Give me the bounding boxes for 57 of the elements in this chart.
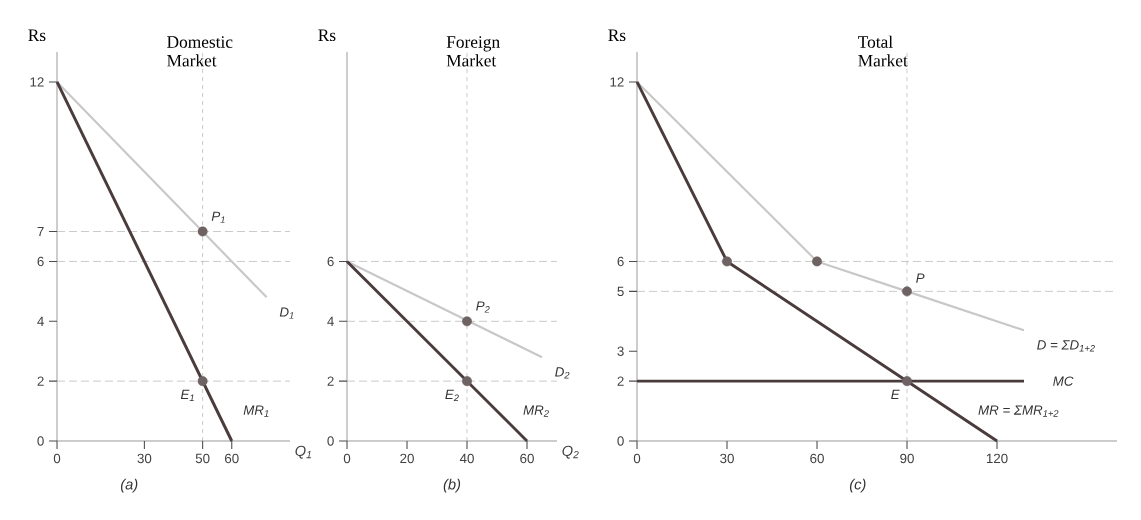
y-tick-label: 6 — [327, 256, 334, 267]
x-tick-label: 0 — [633, 453, 641, 464]
point — [812, 256, 822, 267]
x-axis-title: Q$_{1}$ — [295, 445, 311, 459]
x-tick-label: 90 — [900, 453, 914, 464]
annotation: P$_{1}$ — [211, 211, 225, 223]
x-tick-label: 30 — [137, 453, 152, 464]
text: (a) — [120, 478, 138, 493]
y-tick-label: 4 — [327, 316, 334, 326]
y-tick-label: 3 — [617, 346, 624, 356]
point — [722, 256, 732, 267]
x-axis-title: Q$_{2}$ — [562, 445, 579, 459]
annotation: E$_{2}$ — [445, 389, 459, 402]
annotation: D$_{1}$ — [279, 307, 294, 319]
y-tick-label: 12 — [610, 77, 624, 87]
x-tick-label: 60 — [810, 453, 824, 464]
x-tick-label: 120 — [986, 453, 1008, 464]
y-tick-label: 6 — [617, 256, 624, 267]
y-tick-label: 2 — [327, 376, 334, 386]
y-axis-title: Rs — [28, 29, 46, 42]
y-tick-label: 6 — [37, 256, 44, 267]
point — [902, 286, 912, 297]
y-tick-label: 0 — [617, 436, 624, 446]
chart-title: Domestic Market — [167, 36, 233, 67]
y-axis-title: Rs — [608, 29, 626, 42]
x-tick-label: 0 — [53, 453, 61, 464]
annotation: MC — [1053, 376, 1074, 386]
chart-title: Total Market — [858, 35, 908, 67]
y-tick-label: 0 — [327, 436, 334, 446]
x-tick-label: 20 — [400, 453, 414, 464]
annotation: D$_{2}$ — [555, 367, 570, 379]
annotation: D = ΣD$_{1+2}$ — [1037, 340, 1095, 352]
y-tick-label: 5 — [617, 286, 624, 297]
y-axis-title: Rs — [318, 29, 336, 42]
chart-title: Foreign Market — [446, 36, 500, 67]
y-tick-label: 2 — [37, 376, 44, 386]
x-tick-label: 30 — [720, 453, 734, 464]
y-tick-label: 7 — [37, 226, 44, 237]
x-tick-label: 60 — [225, 453, 239, 464]
text: (b) — [443, 478, 461, 493]
annotation: E$_{1}$ — [180, 389, 194, 402]
annotation: P$_{2}$ — [476, 301, 490, 313]
annotation: MR$_{2}$ — [523, 405, 549, 417]
annotation: P — [916, 273, 925, 283]
y-tick-label: 4 — [37, 316, 44, 326]
y-tick-label: 0 — [37, 436, 44, 446]
point — [902, 376, 912, 387]
x-tick-label: 40 — [459, 453, 474, 464]
annotation: MR$_{1}$ — [243, 405, 269, 417]
text: (c) — [849, 478, 866, 493]
x-tick-label: 50 — [195, 453, 210, 464]
annotation: MR = ΣMR$_{1+2}$ — [978, 405, 1059, 417]
x-tick-label: 60 — [520, 453, 534, 464]
y-tick-label: 2 — [617, 376, 624, 386]
y-tick-label: 12 — [30, 77, 44, 87]
x-tick-label: 0 — [343, 453, 351, 464]
annotation: E — [891, 389, 900, 400]
